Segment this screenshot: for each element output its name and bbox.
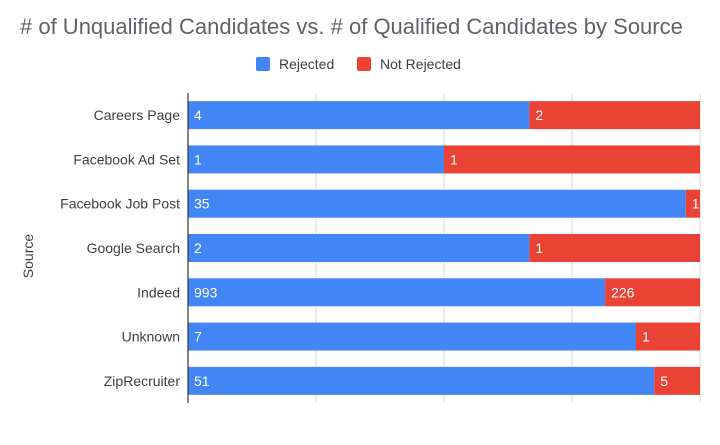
bar-not-rejected-facebook-job-post [685,189,700,218]
bar-rejected-ziprecruiter [188,366,655,395]
bar-rejected-facebook-ad-set [188,145,444,174]
y-tick-label-google-search: Google Search [87,240,180,256]
y-tick-label-facebook-ad-set: Facebook Ad Set [73,151,180,167]
bar-not-rejected-unknown [636,322,700,351]
legend-label-not-rejected: Not Rejected [380,56,461,72]
y-tick-label-facebook-job-post: Facebook Job Post [60,196,180,212]
data-label-not-rejected-careers-page: 2 [535,107,543,123]
y-tick-label-unknown: Unknown [122,329,180,345]
legend-swatch-rejected [256,57,270,71]
data-label-rejected-google-search: 2 [194,240,202,256]
bar-rejected-facebook-job-post [188,189,686,218]
data-label-rejected-facebook-ad-set: 1 [194,151,202,167]
bar-rejected-careers-page [188,101,530,130]
data-label-rejected-facebook-job-post: 35 [194,196,210,212]
y-axis-title: Source [20,234,36,279]
legend-swatch-not-rejected [357,57,371,71]
bar-not-rejected-indeed [605,278,700,307]
data-label-not-rejected-unknown: 1 [642,329,650,345]
chart-title: # of Unqualified Candidates vs. # of Qua… [20,14,683,39]
data-label-rejected-indeed: 993 [194,284,218,300]
data-label-not-rejected-indeed: 226 [611,284,635,300]
data-label-not-rejected-facebook-ad-set: 1 [450,151,458,167]
data-label-not-rejected-facebook-job-post: 1 [692,196,700,212]
legend-label-rejected: Rejected [279,56,334,72]
y-tick-label-indeed: Indeed [137,284,180,300]
data-label-rejected-careers-page: 4 [194,107,202,123]
bar-rejected-indeed [188,278,606,307]
data-label-not-rejected-google-search: 1 [535,240,543,256]
data-label-rejected-unknown: 7 [194,329,202,345]
bar-not-rejected-ziprecruiter [654,366,700,395]
bar-not-rejected-careers-page [529,101,700,130]
data-label-not-rejected-ziprecruiter: 5 [660,373,668,389]
data-label-rejected-ziprecruiter: 51 [194,373,210,389]
bar-rejected-unknown [188,322,636,351]
bar-rejected-google-search [188,234,530,262]
bar-not-rejected-facebook-ad-set [444,145,700,174]
y-tick-label-careers-page: Careers Page [94,107,181,123]
bar-not-rejected-google-search [529,234,700,262]
y-tick-label-ziprecruiter: ZipRecruiter [104,373,181,389]
